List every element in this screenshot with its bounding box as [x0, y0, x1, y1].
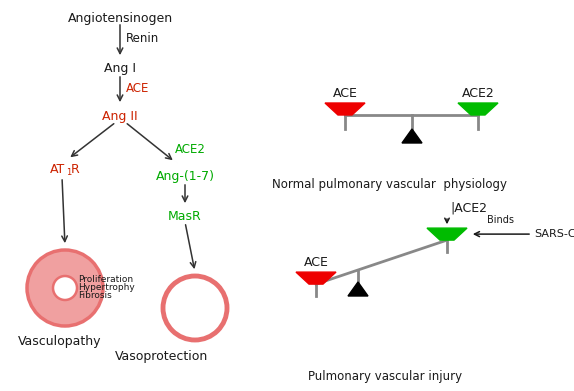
- Polygon shape: [348, 282, 368, 296]
- Polygon shape: [458, 103, 498, 115]
- Text: Vasculopathy: Vasculopathy: [18, 335, 102, 348]
- Text: ACE: ACE: [126, 82, 149, 95]
- Text: Ang I: Ang I: [104, 62, 136, 75]
- Circle shape: [53, 276, 77, 300]
- Text: ACE: ACE: [332, 87, 358, 100]
- Text: Vasoprotection: Vasoprotection: [115, 350, 208, 363]
- Text: Proliferation: Proliferation: [78, 276, 133, 285]
- Text: SARS-CoV-2: SARS-CoV-2: [534, 229, 574, 239]
- Text: |ACE2: |ACE2: [450, 201, 487, 214]
- Text: Angiotensinogen: Angiotensinogen: [67, 12, 173, 25]
- Text: AT: AT: [51, 163, 65, 176]
- Text: MasR: MasR: [168, 210, 202, 223]
- Text: Normal pulmonary vascular  physiology: Normal pulmonary vascular physiology: [273, 178, 507, 191]
- Polygon shape: [325, 103, 365, 115]
- Text: Renin: Renin: [126, 32, 159, 45]
- Text: R: R: [71, 163, 80, 176]
- Circle shape: [163, 276, 227, 340]
- Text: Hypertrophy: Hypertrophy: [78, 283, 135, 292]
- Text: ACE2: ACE2: [175, 143, 206, 156]
- Text: ACE: ACE: [304, 256, 328, 269]
- Text: 1: 1: [66, 168, 71, 177]
- Text: ACE2: ACE2: [461, 87, 494, 100]
- Text: Ang-(1-7): Ang-(1-7): [156, 170, 215, 183]
- Text: Ang II: Ang II: [102, 110, 138, 123]
- Text: Pulmonary vascular injury: Pulmonary vascular injury: [308, 370, 462, 383]
- Polygon shape: [427, 228, 467, 240]
- Polygon shape: [402, 129, 422, 143]
- Circle shape: [27, 250, 103, 326]
- Text: Binds: Binds: [487, 215, 514, 225]
- Polygon shape: [296, 272, 336, 284]
- Text: Fibrosis: Fibrosis: [78, 292, 112, 301]
